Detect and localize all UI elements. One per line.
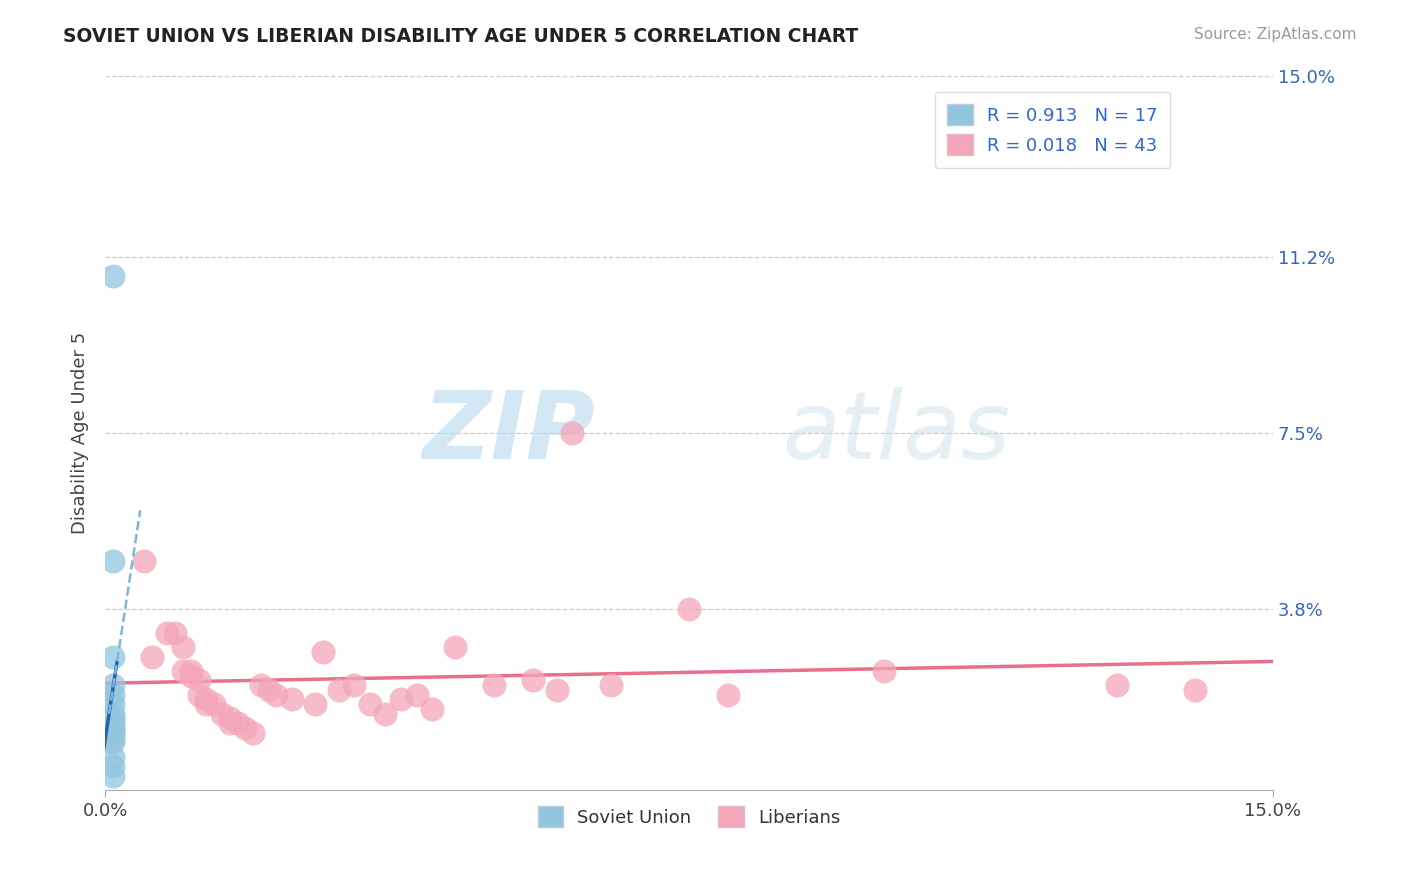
Point bbox=[187, 688, 209, 702]
Point bbox=[226, 716, 249, 731]
Point bbox=[101, 554, 124, 568]
Point bbox=[101, 706, 124, 721]
Point bbox=[266, 688, 288, 702]
Point bbox=[101, 268, 124, 283]
Point bbox=[1184, 682, 1206, 697]
Point bbox=[600, 678, 623, 692]
Point bbox=[233, 721, 256, 735]
Point bbox=[484, 678, 506, 692]
Point bbox=[522, 673, 544, 688]
Point bbox=[141, 649, 163, 664]
Text: atlas: atlas bbox=[782, 387, 1011, 478]
Point bbox=[211, 706, 233, 721]
Point bbox=[101, 688, 124, 702]
Point bbox=[678, 602, 700, 616]
Point bbox=[172, 640, 194, 654]
Point bbox=[343, 678, 366, 692]
Point bbox=[101, 731, 124, 745]
Point bbox=[101, 749, 124, 764]
Point bbox=[101, 716, 124, 731]
Point bbox=[101, 759, 124, 773]
Text: SOVIET UNION VS LIBERIAN DISABILITY AGE UNDER 5 CORRELATION CHART: SOVIET UNION VS LIBERIAN DISABILITY AGE … bbox=[63, 27, 859, 45]
Point bbox=[101, 725, 124, 739]
Point bbox=[180, 668, 202, 682]
Point bbox=[304, 697, 326, 711]
Point bbox=[101, 678, 124, 692]
Point bbox=[420, 702, 443, 716]
Point bbox=[374, 706, 396, 721]
Point bbox=[101, 769, 124, 783]
Point bbox=[101, 697, 124, 711]
Point bbox=[281, 692, 304, 706]
Point bbox=[101, 735, 124, 749]
Point bbox=[389, 692, 412, 706]
Point bbox=[101, 649, 124, 664]
Point bbox=[101, 711, 124, 725]
Point bbox=[195, 692, 218, 706]
Point bbox=[218, 711, 240, 725]
Point bbox=[242, 725, 264, 739]
Point bbox=[172, 664, 194, 678]
Point bbox=[101, 721, 124, 735]
Legend: Soviet Union, Liberians: Soviet Union, Liberians bbox=[530, 799, 848, 835]
Point bbox=[156, 625, 179, 640]
Point bbox=[101, 721, 124, 735]
Point bbox=[195, 697, 218, 711]
Text: Source: ZipAtlas.com: Source: ZipAtlas.com bbox=[1194, 27, 1357, 42]
Point bbox=[561, 425, 583, 440]
Point bbox=[444, 640, 467, 654]
Point bbox=[1107, 678, 1129, 692]
Point bbox=[165, 625, 187, 640]
Point bbox=[250, 678, 273, 692]
Point bbox=[257, 682, 280, 697]
Point bbox=[202, 697, 225, 711]
Text: ZIP: ZIP bbox=[423, 387, 596, 479]
Point bbox=[717, 688, 740, 702]
Point bbox=[218, 716, 240, 731]
Y-axis label: Disability Age Under 5: Disability Age Under 5 bbox=[72, 332, 89, 533]
Point bbox=[328, 682, 350, 697]
Point bbox=[134, 554, 156, 568]
Point bbox=[872, 664, 894, 678]
Point bbox=[546, 682, 568, 697]
Point bbox=[180, 664, 202, 678]
Point bbox=[312, 645, 335, 659]
Point bbox=[405, 688, 427, 702]
Point bbox=[187, 673, 209, 688]
Point bbox=[359, 697, 381, 711]
